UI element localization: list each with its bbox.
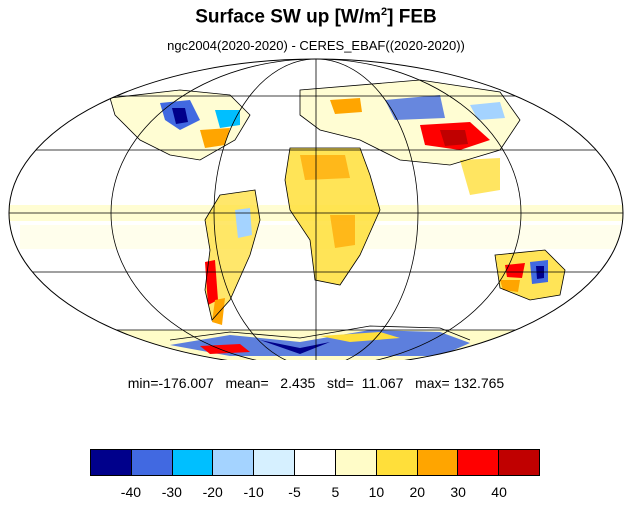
colorbar-tick-label: 20 (409, 484, 426, 500)
colorbar-box-10 (499, 450, 539, 475)
title-superscript: 2 (381, 6, 388, 18)
colorbar-box-4 (254, 450, 296, 475)
colorbar-box-2 (172, 450, 214, 475)
colorbar-box-6 (335, 450, 377, 475)
colorbar-box-7 (376, 450, 418, 475)
colorbar-tick-label: -40 (120, 484, 142, 500)
colorbar-box-0 (91, 450, 132, 475)
colorbar (90, 449, 540, 476)
colorbar-box-1 (131, 450, 173, 475)
colorbar-tick-label: 5 (331, 484, 340, 500)
plot-subtitle: ngc2004(2020-2020) - CERES_EBAF((2020-20… (167, 38, 465, 53)
colorbar-tick-label: 30 (450, 484, 466, 500)
colorbar-box-8 (417, 450, 459, 475)
title-suffix: ] FEB (387, 6, 437, 28)
title-text: Surface SW up [W/m (195, 6, 382, 28)
globe-outline (8, 58, 624, 360)
colorbar-tick-label: -30 (161, 484, 182, 500)
colorbar-box-5 (295, 450, 336, 475)
colorbar-tick-label: -10 (243, 484, 264, 500)
plot-title: Surface SW up [W/m2] FEB (0, 6, 632, 28)
colorbar-box-9 (458, 450, 500, 475)
colorbar-tick-label: 10 (368, 484, 385, 500)
colorbar-tick-label: 40 (491, 484, 507, 500)
stats-line: min=-176.007 mean= 2.435 std= 11.067 max… (127, 375, 505, 391)
world-map (8, 58, 624, 360)
colorbar-box-3 (213, 450, 255, 475)
colorbar-tick-label: -20 (202, 484, 223, 500)
colorbar-tick-label: -5 (288, 484, 301, 500)
